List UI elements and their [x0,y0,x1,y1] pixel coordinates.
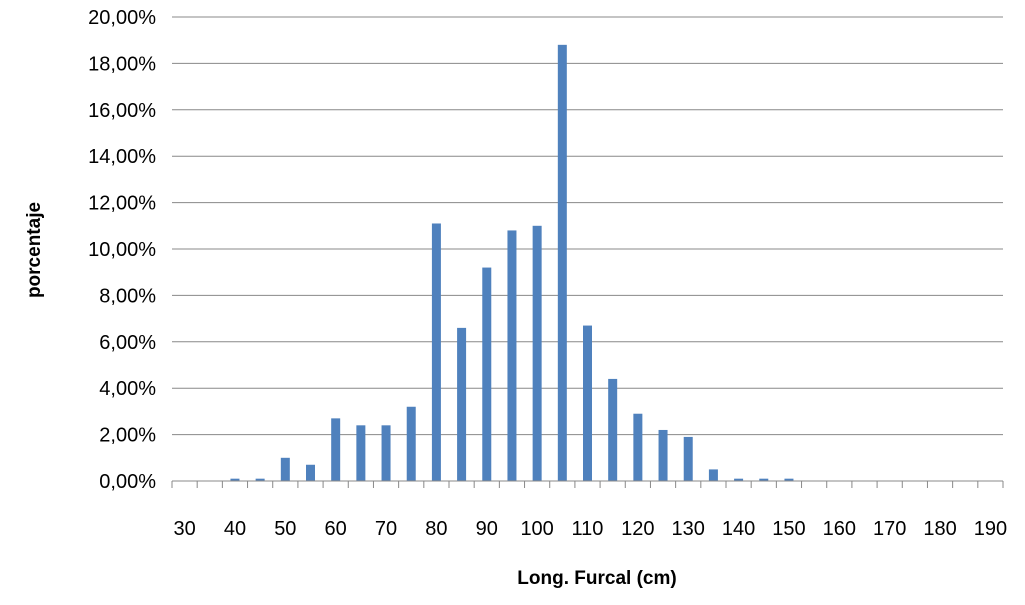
bar [759,478,769,481]
x-tick-label: 50 [274,518,296,540]
y-axis-title: porcentaje [24,202,45,298]
bar [708,469,718,481]
y-tick-label: 20,00% [88,7,156,29]
y-tick-label: 0,00% [99,471,156,493]
x-tick-label: 180 [923,518,956,540]
x-tick-label: 170 [873,518,906,540]
bar [431,223,441,482]
bar [683,436,693,481]
bar [457,327,467,481]
bar [784,478,794,481]
bar [507,230,517,481]
x-axis [171,480,1004,488]
y-tick-label: 18,00% [88,53,156,75]
x-tick-label: 30 [173,518,195,540]
x-axis-title: Long. Furcal (cm) [517,568,676,589]
x-tick-label: 190 [974,518,1007,540]
x-tick-label: 150 [772,518,805,540]
bar [230,478,240,481]
bar [734,478,744,481]
bar [633,413,643,481]
bar [406,406,416,481]
gridlines [172,16,1003,482]
y-tick-label: 14,00% [88,146,156,168]
x-tick-label: 140 [722,518,755,540]
bar [557,44,567,482]
x-tick-label: 40 [224,518,246,540]
bar [532,225,542,481]
x-tick-label: 100 [520,518,553,540]
y-tick-label: 2,00% [99,425,156,447]
y-tick-label: 4,00% [99,378,156,400]
bar [381,425,391,481]
y-tick-label: 8,00% [99,285,156,307]
x-tick-label: 70 [375,518,397,540]
bar [583,325,592,481]
x-tick-label: 160 [823,518,856,540]
y-tick-labels: 0,00% 2,00% 4,00% 6,00% 8,00% 10,00% 12,00% 14,… [88,7,156,493]
x-tick-label: 130 [672,518,705,540]
bar [658,429,668,481]
bar [608,378,618,481]
x-tick-label: 80 [425,518,447,540]
x-tick-label: 60 [325,518,347,540]
y-tick-label: 10,00% [88,239,156,261]
x-tick-label: 110 [572,518,604,540]
bars [230,44,794,482]
x-tick-label: 120 [621,518,654,540]
y-tick-label: 6,00% [99,332,156,354]
bar [331,418,341,481]
y-tick-label: 16,00% [88,100,156,122]
x-tick-label: 90 [476,518,498,540]
bar [255,478,265,481]
bar [482,267,492,481]
bar [356,425,366,481]
y-tick-label: 12,00% [88,193,156,215]
bar [280,457,290,481]
x-tick-labels: 30 40 50 60 70 80 90 100 110 120 130 140 150 160 170 18… [173,518,1007,540]
bar [306,464,315,481]
